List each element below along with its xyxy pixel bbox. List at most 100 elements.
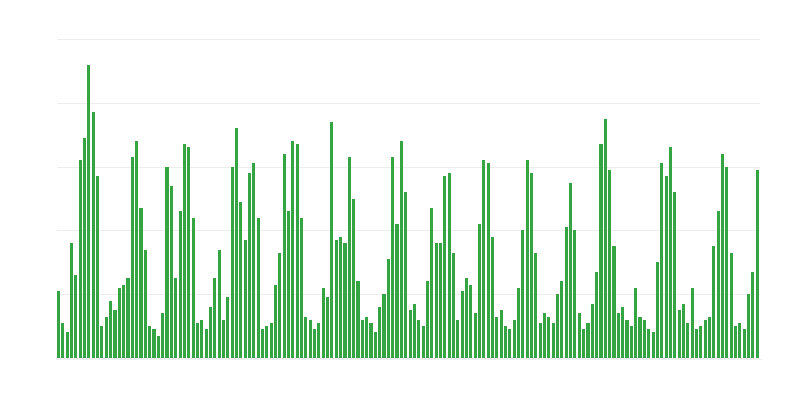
bar[interactable]: [408, 310, 412, 358]
bar[interactable]: [208, 306, 212, 358]
bar[interactable]: [751, 271, 755, 358]
bar[interactable]: [482, 160, 486, 358]
bar[interactable]: [265, 326, 269, 358]
bar[interactable]: [204, 329, 208, 358]
bar[interactable]: [438, 243, 442, 358]
bar[interactable]: [391, 157, 395, 358]
bar[interactable]: [421, 326, 425, 358]
bar[interactable]: [300, 217, 304, 358]
bar[interactable]: [556, 294, 560, 358]
bar[interactable]: [326, 297, 330, 358]
bar[interactable]: [486, 163, 490, 358]
bar[interactable]: [399, 141, 403, 358]
bar[interactable]: [608, 169, 612, 358]
bar[interactable]: [417, 319, 421, 358]
bar[interactable]: [74, 275, 78, 358]
bar[interactable]: [664, 176, 668, 358]
bar[interactable]: [308, 319, 312, 358]
bar[interactable]: [61, 322, 65, 358]
bar[interactable]: [530, 172, 534, 358]
bar[interactable]: [638, 316, 642, 358]
bar[interactable]: [386, 259, 390, 358]
bar[interactable]: [573, 230, 577, 358]
bar[interactable]: [148, 326, 152, 358]
bar[interactable]: [174, 278, 178, 358]
bar[interactable]: [404, 192, 408, 358]
bar[interactable]: [213, 278, 217, 358]
bar[interactable]: [260, 329, 265, 358]
bar[interactable]: [443, 176, 447, 358]
bar[interactable]: [91, 112, 95, 358]
bar[interactable]: [673, 192, 677, 358]
bar[interactable]: [100, 326, 104, 358]
bar[interactable]: [83, 137, 87, 358]
bar[interactable]: [729, 252, 733, 358]
bar[interactable]: [746, 294, 751, 358]
bar[interactable]: [625, 319, 629, 358]
bar[interactable]: [152, 329, 156, 358]
bar[interactable]: [534, 252, 538, 358]
bar[interactable]: [291, 141, 295, 358]
bar[interactable]: [217, 249, 221, 358]
bar[interactable]: [130, 157, 134, 358]
bar[interactable]: [677, 310, 681, 358]
bar[interactable]: [516, 287, 521, 358]
bar[interactable]: [582, 329, 586, 358]
bar[interactable]: [356, 281, 360, 358]
bar[interactable]: [703, 319, 707, 358]
bar[interactable]: [369, 322, 373, 358]
bar[interactable]: [117, 287, 121, 358]
bar[interactable]: [586, 322, 590, 358]
bar[interactable]: [430, 208, 434, 358]
bar[interactable]: [521, 230, 525, 358]
bar[interactable]: [699, 326, 703, 358]
bar[interactable]: [499, 310, 503, 358]
bar[interactable]: [547, 316, 551, 358]
bar[interactable]: [87, 64, 91, 358]
bar[interactable]: [560, 281, 564, 358]
bar[interactable]: [469, 284, 473, 358]
bar[interactable]: [347, 157, 351, 358]
bar[interactable]: [304, 316, 308, 358]
bar[interactable]: [269, 322, 273, 358]
bar[interactable]: [686, 322, 690, 358]
bar[interactable]: [78, 160, 82, 358]
bar[interactable]: [221, 319, 225, 358]
bar[interactable]: [365, 316, 369, 358]
bar[interactable]: [577, 313, 581, 358]
bar[interactable]: [495, 316, 499, 358]
bar[interactable]: [243, 239, 247, 358]
bar[interactable]: [65, 332, 69, 358]
bar[interactable]: [195, 322, 199, 358]
bar[interactable]: [755, 169, 759, 358]
bar[interactable]: [230, 166, 234, 358]
bar[interactable]: [187, 147, 191, 358]
bar[interactable]: [569, 182, 573, 358]
bar[interactable]: [282, 153, 286, 358]
bar[interactable]: [122, 284, 126, 358]
bar[interactable]: [464, 278, 468, 358]
bar[interactable]: [278, 252, 282, 358]
bar[interactable]: [712, 246, 716, 358]
bar[interactable]: [716, 211, 720, 358]
bar[interactable]: [473, 313, 477, 358]
bar[interactable]: [96, 176, 100, 358]
bar[interactable]: [508, 329, 512, 358]
bar[interactable]: [512, 319, 516, 358]
bar[interactable]: [647, 329, 651, 358]
bar[interactable]: [595, 271, 599, 358]
bar[interactable]: [651, 332, 655, 358]
bar[interactable]: [720, 153, 725, 358]
bar[interactable]: [616, 313, 620, 358]
bar[interactable]: [694, 329, 698, 358]
bar[interactable]: [634, 287, 638, 358]
bar[interactable]: [681, 303, 685, 358]
bar[interactable]: [161, 313, 165, 358]
bar[interactable]: [286, 211, 291, 358]
bar[interactable]: [538, 322, 542, 358]
bar[interactable]: [621, 306, 625, 358]
bar[interactable]: [690, 287, 694, 358]
bar[interactable]: [707, 316, 712, 358]
bar[interactable]: [139, 208, 143, 358]
bar[interactable]: [178, 211, 182, 358]
